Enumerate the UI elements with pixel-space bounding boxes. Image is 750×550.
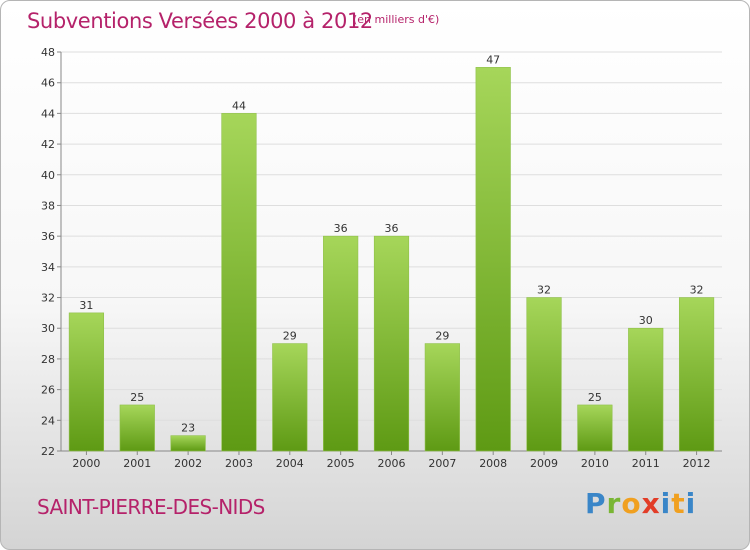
data-label-2010: 25 <box>588 391 602 404</box>
data-label-2007: 29 <box>435 330 449 343</box>
x-tick-label-2002: 2002 <box>174 457 202 470</box>
bar-2006 <box>373 235 410 452</box>
data-label-2011: 30 <box>639 314 653 327</box>
proxiti-logo: Proxiti <box>585 487 697 520</box>
bar-2003 <box>221 113 257 452</box>
data-label-2008: 47 <box>486 53 500 66</box>
chart-title: Subventions Versées 2000 à 2012 <box>27 9 373 33</box>
data-label-2003: 44 <box>232 99 246 112</box>
data-labels: 31 25 23 44 29 36 36 29 47 32 25 30 32 <box>79 53 703 434</box>
commune-name: SAINT-PIERRE-DES-NIDS <box>37 495 265 519</box>
y-tick-label: 30 <box>41 322 55 335</box>
data-label-2009: 32 <box>537 284 551 297</box>
bar-2002 <box>170 435 206 452</box>
data-label-2005: 36 <box>334 222 348 235</box>
data-label-2002: 23 <box>181 422 195 435</box>
data-label-2000: 31 <box>79 299 93 312</box>
bar-2009 <box>526 297 562 452</box>
bar-2001 <box>119 404 155 452</box>
bar-2011 <box>628 327 664 452</box>
y-tick-label: 22 <box>41 445 55 458</box>
y-tick-label: 46 <box>41 77 55 90</box>
data-label-2006: 36 <box>385 222 399 235</box>
data-label-2012: 32 <box>690 284 704 297</box>
y-tick-label: 40 <box>41 169 55 182</box>
x-tick-label-2011: 2011 <box>632 457 660 470</box>
x-tick-label-2003: 2003 <box>225 457 253 470</box>
bar-2004 <box>272 343 308 452</box>
y-tick-label: 26 <box>41 384 55 397</box>
y-tick-label: 24 <box>41 414 55 427</box>
bar-2007 <box>424 343 460 452</box>
y-tick-label: 44 <box>41 107 55 120</box>
bar-2005 <box>323 235 359 452</box>
x-tick-label-2008: 2008 <box>479 457 507 470</box>
x-tick-label-2001: 2001 <box>123 457 151 470</box>
x-tick-label-2004: 2004 <box>276 457 304 470</box>
x-tick-label-2009: 2009 <box>530 457 558 470</box>
y-tick-label: 48 <box>41 46 55 59</box>
data-label-2001: 25 <box>130 391 144 404</box>
x-tick-label-2000: 2000 <box>72 457 100 470</box>
x-tick-label-2012: 2012 <box>683 457 711 470</box>
x-tick-label-2006: 2006 <box>378 457 406 470</box>
x-tick-label-2007: 2007 <box>428 457 456 470</box>
x-tick-label-2010: 2010 <box>581 457 609 470</box>
y-tick-label: 28 <box>41 353 55 366</box>
bar-2008 <box>475 67 511 452</box>
y-tick-label: 32 <box>41 292 55 305</box>
bar-2000 <box>68 312 105 452</box>
y-tick-label: 36 <box>41 230 55 243</box>
y-tick-label: 38 <box>41 199 55 212</box>
axes: 22 24 26 28 30 32 34 36 38 40 42 44 46 48 2000 2001 2002… <box>41 46 722 470</box>
x-tick-label-2005: 2005 <box>327 457 355 470</box>
chart-unit: (en milliers d'€) <box>353 13 440 26</box>
bar-2010 <box>577 404 613 452</box>
bars <box>68 67 715 452</box>
y-tick-label: 42 <box>41 138 55 151</box>
data-label-2004: 29 <box>283 330 297 343</box>
y-tick-label: 34 <box>41 261 55 274</box>
bar-2012 <box>678 297 715 452</box>
